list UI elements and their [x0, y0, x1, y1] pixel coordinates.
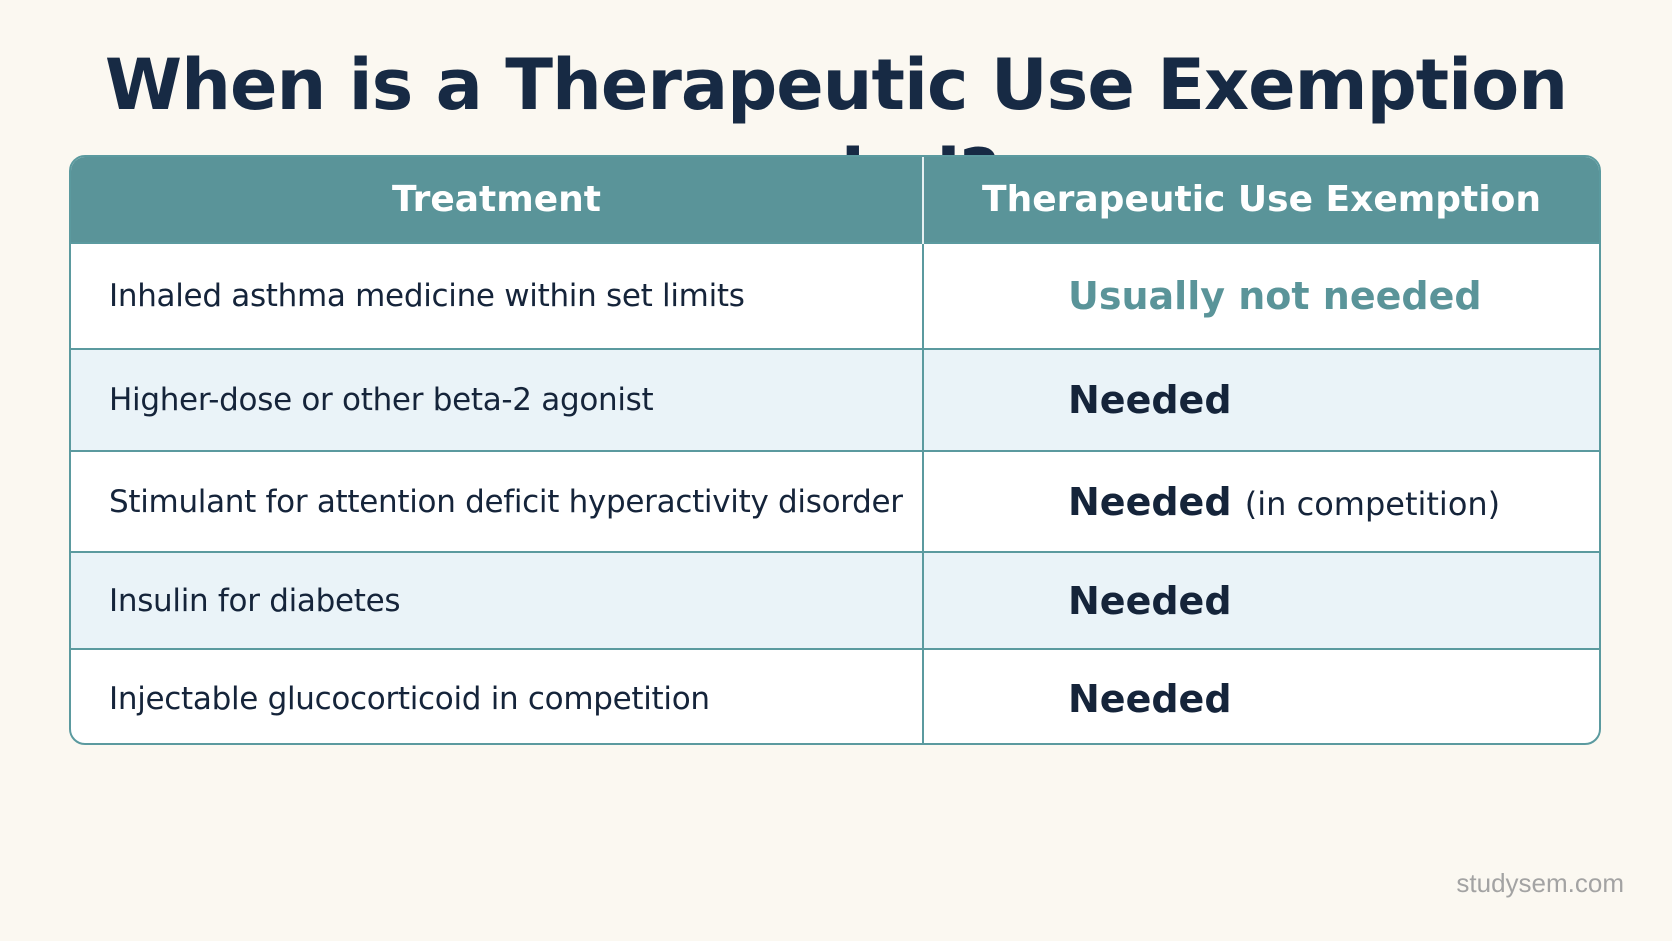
table-row: Inhaled asthma medicine within set limit…	[71, 242, 1599, 349]
table-body: Inhaled asthma medicine within set limit…	[71, 242, 1599, 743]
column-header-treatment: Treatment	[71, 157, 924, 243]
table-header: Treatment Therapeutic Use Exemption	[71, 157, 1599, 243]
tue-cell: Needed	[923, 348, 1599, 451]
table-row: Higher-dose or other beta-2 agonist Need…	[71, 348, 1599, 451]
table-row: Insulin for diabetes Needed	[71, 551, 1599, 649]
table-row: Stimulant for attention deficit hyperact…	[71, 450, 1599, 552]
tue-note: (in competition)	[1244, 484, 1501, 523]
treatment-cell: Higher-dose or other beta-2 agonist	[71, 348, 924, 451]
tue-value: Needed	[1068, 676, 1232, 721]
tue-value: Needed	[1068, 479, 1232, 524]
site-watermark: studysem.com	[1456, 868, 1624, 898]
treatment-cell: Insulin for diabetes	[71, 551, 924, 649]
tue-cell: Needed (in competition)	[923, 450, 1599, 552]
tue-value: Needed	[1068, 578, 1232, 623]
tue-value: Needed	[1068, 378, 1232, 422]
tue-value: Usually not needed	[1068, 274, 1482, 318]
tue-table-grid: Treatment Therapeutic Use Exemption Inha…	[71, 157, 1599, 743]
header-row: Treatment Therapeutic Use Exemption	[71, 157, 1599, 243]
tue-table: Treatment Therapeutic Use Exemption Inha…	[69, 155, 1601, 745]
tue-cell: Needed	[923, 648, 1599, 743]
column-header-tue: Therapeutic Use Exemption	[923, 157, 1599, 243]
treatment-cell: Inhaled asthma medicine within set limit…	[71, 242, 924, 349]
tue-cell: Usually not needed	[923, 242, 1599, 349]
tue-cell: Needed	[923, 551, 1599, 649]
table-row: Injectable glucocorticoid in competition…	[71, 648, 1599, 743]
treatment-cell: Injectable glucocorticoid in competition	[71, 648, 924, 743]
treatment-cell: Stimulant for attention deficit hyperact…	[71, 450, 924, 552]
